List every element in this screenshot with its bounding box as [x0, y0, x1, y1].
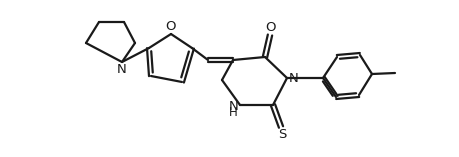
Text: O: O — [265, 21, 275, 34]
Text: H: H — [229, 106, 238, 119]
Text: N: N — [289, 71, 299, 84]
Text: N: N — [117, 63, 127, 76]
Text: O: O — [166, 20, 176, 33]
Text: N: N — [228, 100, 238, 113]
Text: S: S — [278, 128, 286, 141]
